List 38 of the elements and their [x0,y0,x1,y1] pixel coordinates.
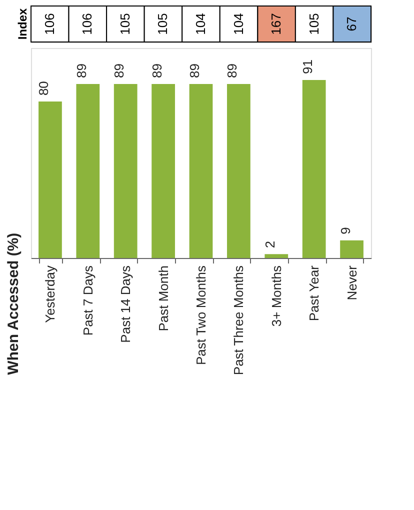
data-label: 105 [155,13,170,35]
x-tick-label: Past Month [156,266,171,332]
x-tick-label: Yesterday [42,265,58,323]
data-label: 9 [338,227,353,234]
data-label: 2 [262,240,278,248]
bar [114,84,138,258]
data-label: 89 [112,63,127,78]
text: When Accessed (%) [5,232,22,375]
bar [227,84,250,258]
bar [302,80,326,258]
data-label: 91 [300,60,316,74]
data-label: 167 [268,13,284,35]
bar [76,84,100,258]
bar [38,102,62,258]
x-tick-label: Past Year [306,264,322,322]
data-label: 104 [230,13,246,35]
data-label: 89 [74,63,89,78]
data-label: 80 [36,81,52,96]
x-tick-label: Past Three Months [231,265,246,376]
bar [152,84,175,258]
data-label: 105 [117,13,132,35]
data-label: 89 [187,63,202,78]
data-label: 89 [149,63,164,78]
x-tick-label: Never [344,264,360,300]
data-label: 89 [224,63,240,78]
y-tick-label: Index [16,8,30,40]
bar [264,254,288,258]
x-tick-label: Past Two Months [194,265,208,365]
x-tick-label: Past 7 Days [80,265,96,336]
x-tick-label: Past 14 Days [118,265,134,343]
data-label: 67 [344,16,360,32]
data-label: 104 [193,13,208,35]
data-label: 106 [80,13,95,35]
bar [340,240,364,258]
bar [189,84,213,258]
x-tick-label: 3+ Months [268,265,284,327]
data-label: 106 [42,13,57,35]
data-label: 105 [306,13,322,35]
